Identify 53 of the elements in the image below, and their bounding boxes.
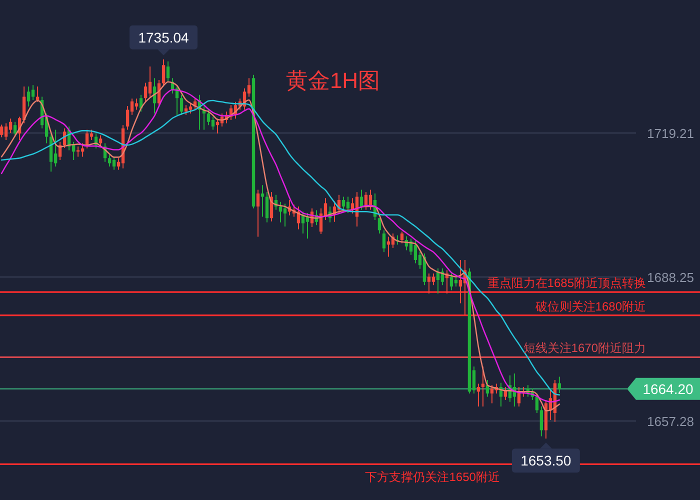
- candlestick: [144, 82, 148, 102]
- candlestick: [490, 384, 494, 404]
- candlestick: [558, 376, 561, 394]
- ref-line-label: 短线关注1670附近阻力: [523, 341, 646, 356]
- candlestick: [535, 392, 539, 414]
- candlestick: [400, 231, 404, 244]
- candlestick: [54, 129, 58, 168]
- candlestick: [188, 102, 192, 114]
- candlestick: [108, 154, 112, 168]
- annotation: 1653.50: [520, 452, 572, 469]
- candlestick: [283, 203, 287, 228]
- candlestick: [148, 66, 152, 98]
- y-tick-label: 1719.21: [647, 126, 694, 141]
- candlestick: [382, 230, 386, 253]
- candlestick: [454, 276, 458, 288]
- candlestick: [450, 272, 454, 291]
- candlestick: [342, 196, 346, 210]
- candlestick: [76, 146, 80, 158]
- candlestick: [162, 58, 166, 88]
- candlestick: [346, 196, 350, 214]
- candlestick: [476, 383, 480, 408]
- candlestick: [180, 94, 184, 116]
- candlestick: [85, 129, 89, 149]
- candlestick: [26, 86, 30, 108]
- candlestick: [211, 116, 215, 130]
- candlestick: [540, 406, 544, 437]
- candlestick: [278, 201, 282, 223]
- candlestick: [36, 86, 40, 102]
- candlestick: [126, 106, 130, 130]
- text: 黄金1H图: [286, 68, 380, 93]
- candlestick: [414, 240, 418, 264]
- candlestick: [112, 156, 116, 170]
- ref-line-label: 1664.20: [642, 380, 694, 397]
- candlestick: [360, 189, 364, 210]
- candlestick: [265, 192, 269, 223]
- candlestick: [98, 134, 102, 148]
- candlestick: [13, 121, 17, 138]
- annotation: 1735.04: [138, 29, 190, 46]
- candlestick: [378, 218, 382, 234]
- ref-line-label: 下方支撑仍关注1650附近: [365, 470, 500, 484]
- y-tick-label: 1657.28: [647, 414, 694, 430]
- ref-line-label: 重点阻力在1685附近顶点转换: [487, 276, 646, 290]
- candlestick: [481, 366, 485, 408]
- candlestick: [0, 124, 4, 138]
- candlestick: [166, 60, 170, 82]
- candlestick: [364, 192, 368, 210]
- candlestick: [427, 272, 431, 294]
- candlestick: [432, 272, 436, 286]
- y-tick-label: 1688.25: [647, 270, 694, 285]
- candlestick: [458, 260, 462, 304]
- ref-line-label: 破位则关注1680附近: [534, 299, 646, 314]
- candlestick: [206, 109, 210, 126]
- candlestick: [256, 189, 260, 238]
